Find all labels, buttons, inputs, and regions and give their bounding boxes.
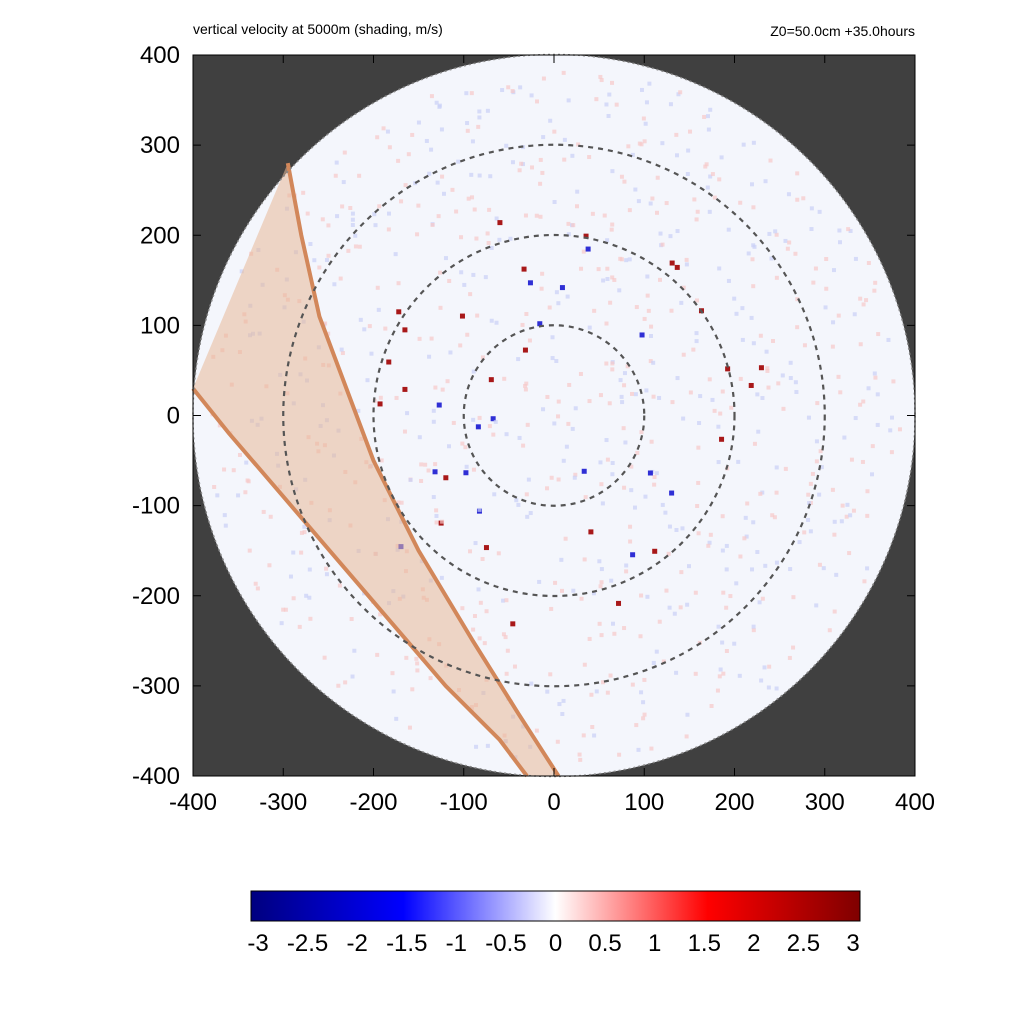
x-tick-label: 100 <box>624 789 664 816</box>
y-tick-label: 100 <box>140 312 180 339</box>
y-tick-label: -300 <box>132 673 180 700</box>
y-axis-tick-labels: 400 300 200 100 0 -100 -200 -300 -400 <box>132 42 180 790</box>
x-axis-tick-labels: -400 -300 -200 -100 0 100 200 300 400 <box>169 789 935 816</box>
colorbar-tick-label: 2.5 <box>787 930 820 957</box>
colorbar: -3 -2.5 -2 -1.5 -1 -0.5 0 0.5 1 1.5 2 2.5 3 <box>247 890 861 957</box>
y-tick-label: 0 <box>167 403 180 430</box>
y-tick-label: -200 <box>132 583 180 610</box>
chart-title: vertical velocity at 5000m (shading, m/s… <box>193 21 443 37</box>
colorbar-tick-label: 1 <box>648 930 661 957</box>
y-tick-label: 300 <box>140 132 180 159</box>
x-tick-label: 300 <box>805 789 845 816</box>
colorbar-tick-label: -2.5 <box>287 930 328 957</box>
range-ring-200 <box>372 233 736 598</box>
plot-area <box>191 53 916 778</box>
swath-right-edge <box>285 162 561 778</box>
colorbar-tick-label: 0 <box>549 930 562 957</box>
colorbar-tick-label: -0.5 <box>485 930 526 957</box>
range-ring-100 <box>462 324 646 507</box>
y-tick-label: 400 <box>140 42 180 69</box>
x-tick-label: -200 <box>349 789 397 816</box>
colorbar-tick-label: -2 <box>346 930 367 957</box>
y-tick-label: -400 <box>132 763 180 790</box>
y-tick-label: 200 <box>140 222 180 249</box>
swath-left-edge <box>191 387 529 778</box>
colorbar-tick-label: 3 <box>846 930 859 957</box>
x-tick-label: 200 <box>714 789 754 816</box>
x-tick-label: 0 <box>547 789 560 816</box>
x-tick-label: -300 <box>259 789 307 816</box>
x-tick-label: -400 <box>169 789 217 816</box>
range-ring-300 <box>282 143 826 688</box>
x-tick-label: -100 <box>440 789 488 816</box>
axis-ticks <box>192 54 916 777</box>
x-tick-label: 400 <box>895 789 935 816</box>
run-annotation: Z0=50.0cm +35.0hours <box>770 23 915 39</box>
colorbar-tick-label: 0.5 <box>588 930 621 957</box>
colorbar-tick-label: -1.5 <box>386 930 427 957</box>
colorbar-gradient <box>250 890 861 922</box>
colorbar-tick-label: 2 <box>747 930 760 957</box>
colorbar-tick-label: -3 <box>247 930 268 957</box>
colorbar-tick-labels: -3 -2.5 -2 -1.5 -1 -0.5 0 0.5 1 1.5 2 2.5 3 <box>247 930 859 957</box>
colorbar-tick-label: 1.5 <box>688 930 721 957</box>
colorbar-tick-label: -1 <box>446 930 467 957</box>
y-tick-label: -100 <box>132 493 180 520</box>
